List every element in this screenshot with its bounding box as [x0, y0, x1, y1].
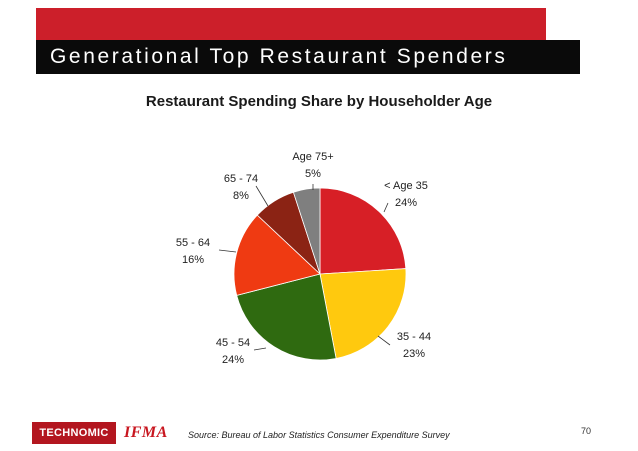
footer: TECHNOMIC IFMA Source: Bureau of Labor S… — [0, 410, 638, 451]
slice-value-label-3: 16% — [182, 254, 204, 266]
leader-line-2 — [253, 347, 267, 351]
leader-line-4 — [255, 185, 269, 207]
slice-value-label-2: 24% — [222, 354, 244, 366]
pie-slice-2 — [236, 273, 337, 361]
slice-category-label-3: 55 - 64 — [176, 237, 210, 249]
leader-line-3 — [218, 249, 237, 253]
slice-value-label-1: 23% — [403, 348, 425, 360]
slice-value-label-0: 24% — [395, 197, 417, 209]
slice-category-label-0: < Age 35 — [384, 180, 428, 192]
slice-value-label-5: 5% — [305, 168, 321, 180]
slide-title: Generational Top Restaurant Spenders — [36, 40, 580, 74]
page-number: 70 — [581, 426, 592, 436]
leader-line-1 — [377, 335, 391, 346]
slice-category-label-5: Age 75+ — [292, 151, 333, 163]
chart-title: Restaurant Spending Share by Householder… — [145, 93, 493, 110]
pie-slice-0 — [319, 187, 407, 275]
technomic-logo: TECHNOMIC — [32, 422, 116, 444]
pie-slice-5 — [292, 187, 321, 275]
slice-value-label-4: 8% — [233, 190, 249, 202]
slice-category-label-4: 65 - 74 — [224, 173, 258, 185]
slice-category-label-1: 35 - 44 — [397, 331, 431, 343]
pie-slice-1 — [319, 268, 407, 359]
red-header-band — [36, 8, 546, 40]
pie-slice-3 — [233, 214, 321, 296]
source-note: Source: Bureau of Labor Statistics Consu… — [188, 430, 450, 440]
slice-category-label-2: 45 - 54 — [216, 337, 250, 349]
leader-line-0 — [383, 202, 389, 213]
ifma-logo: IFMA — [124, 422, 176, 444]
